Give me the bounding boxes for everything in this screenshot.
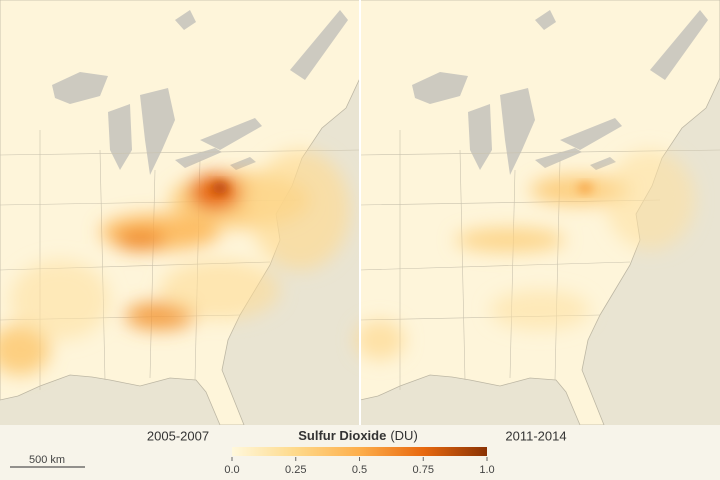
tick-label: 0.75 xyxy=(413,464,434,476)
tick-label: 0.5 xyxy=(352,464,367,476)
colorbar-title: Sulfur Dioxide (DU) xyxy=(298,428,418,443)
tick-label: 1.0 xyxy=(479,464,494,476)
colorbar xyxy=(232,447,487,456)
colorbar-title-text: Sulfur Dioxide xyxy=(298,428,386,443)
tick-label: 0.25 xyxy=(285,464,306,476)
tick-label: 0.0 xyxy=(224,464,239,476)
map-panel-left xyxy=(0,0,361,426)
panel-label: 2011-2014 xyxy=(505,428,566,443)
panel-label: 2005-2007 xyxy=(147,428,209,443)
map-panel-right xyxy=(355,0,720,426)
colorbar-unit: (DU) xyxy=(390,428,417,443)
colorbar-ticks: 0.0 0.25 0.5 0.75 1.0 xyxy=(224,457,495,476)
scale-bar-label: 500 km xyxy=(29,454,65,466)
